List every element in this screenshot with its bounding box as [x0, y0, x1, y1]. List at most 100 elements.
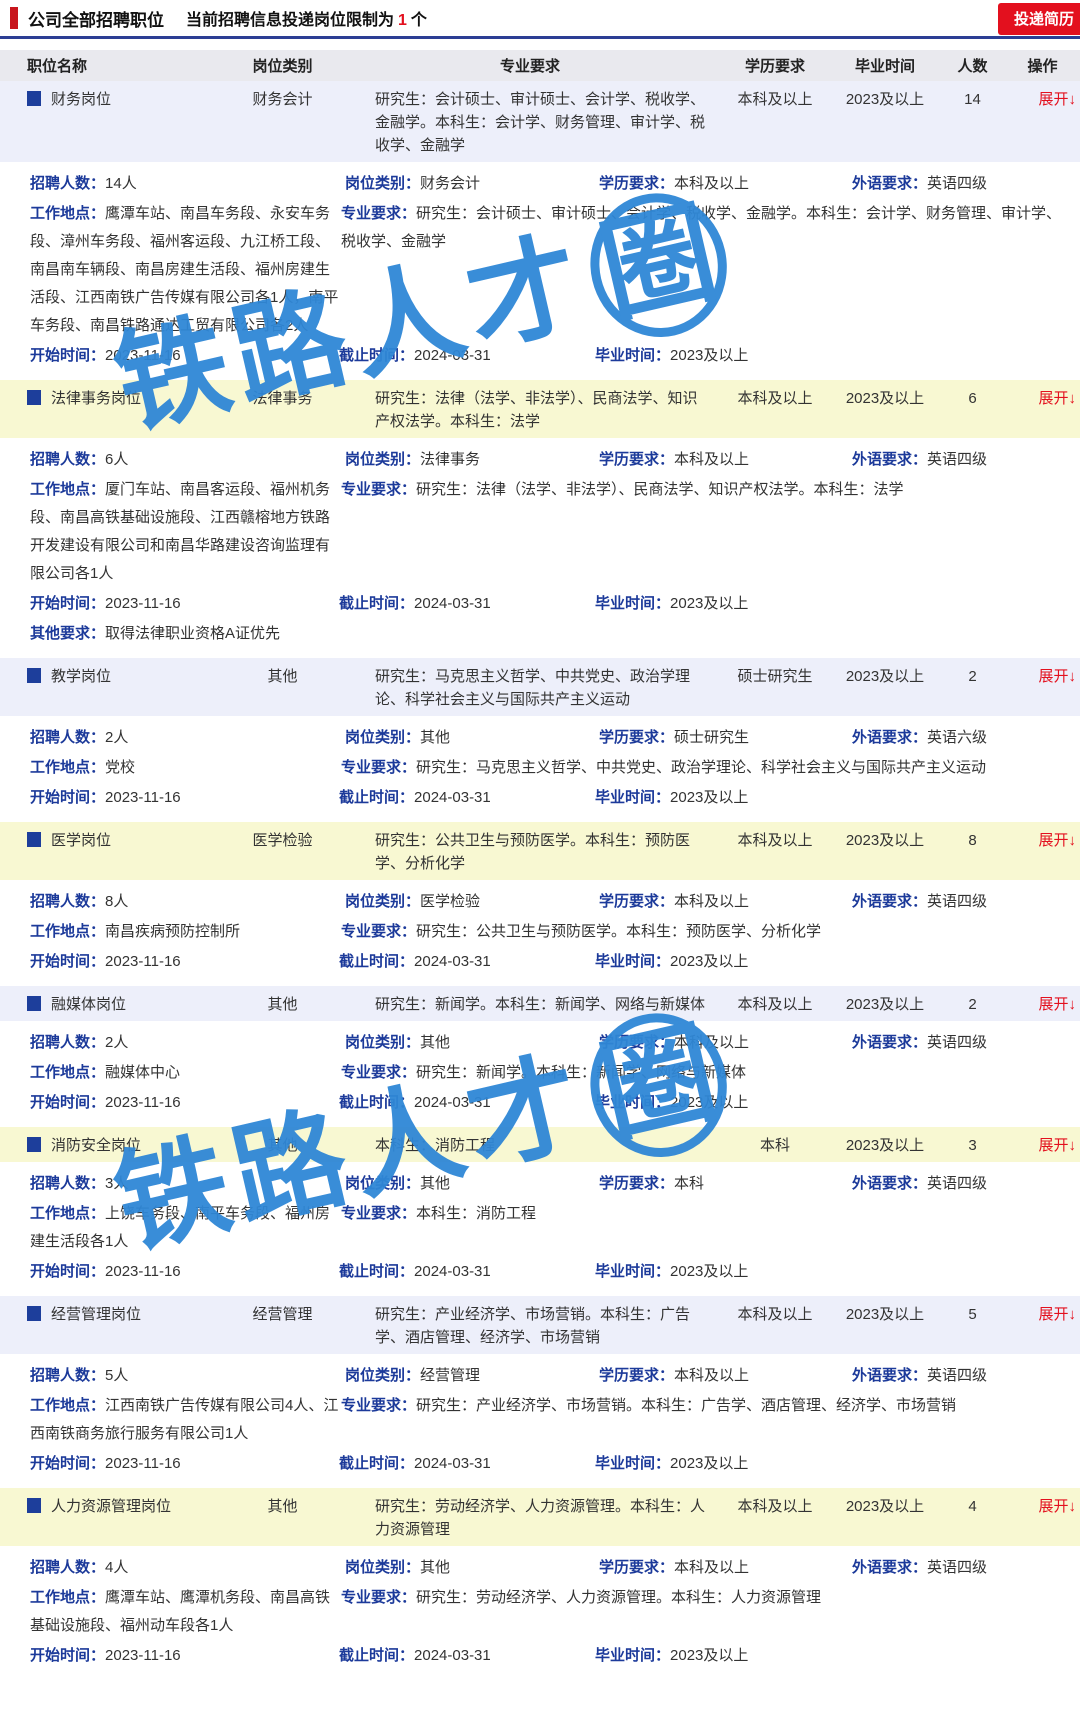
expand-button[interactable]: 展开↓ [1038, 996, 1076, 1013]
job-category: 经营管理 [252, 1306, 313, 1323]
detail-graduation: 毕业时间：2023及以上 [595, 347, 749, 364]
detail-foreign-language: 外语要求：英语四级 [852, 1175, 988, 1192]
detail-line-2: 工作地点：鹰潭车站、鹰潭机务段、南昌高铁基础设施段、福州动车段各1人 专业要求：… [0, 1584, 1080, 1640]
job-bullet-icon [27, 668, 41, 683]
detail-work-location: 工作地点：融媒体中心 [30, 1064, 181, 1081]
detail-foreign-language: 外语要求：英语六级 [852, 729, 988, 746]
detail-major-requirement: 专业要求：研究生：法律（法学、非法学）、民商法学、知识产权法学。本科生：法学 [341, 481, 904, 498]
job-category: 其他 [267, 668, 298, 685]
detail-start-date: 开始时间：2023-11-16 [30, 953, 181, 970]
expand-button[interactable]: 展开↓ [1038, 832, 1076, 849]
detail-start-date: 开始时间：2023-11-16 [30, 1094, 181, 1111]
job-row[interactable]: 消防安全岗位 其他 本科生：消防工程 本科 2023及以上 3 展开↓ [0, 1127, 1080, 1162]
detail-line-3: 开始时间：2023-11-16 截止时间：2024-03-31 毕业时间：202… [0, 1258, 1080, 1286]
detail-line-3: 开始时间：2023-11-16 截止时间：2024-03-31 毕业时间：202… [0, 1642, 1080, 1670]
job-row[interactable]: 人力资源管理岗位 其他 研究生：劳动经济学、人力资源管理。本科生：人力资源管理 … [0, 1488, 1080, 1546]
detail-graduation: 毕业时间：2023及以上 [595, 789, 749, 806]
job-title: 医学岗位 [51, 832, 112, 849]
job-row[interactable]: 财务岗位 财务会计 研究生：会计硕士、审计硕士、会计学、税收学、金融学。本科生：… [0, 81, 1080, 162]
job-graduation: 2023及以上 [845, 1137, 925, 1154]
job-title-cell: 消防安全岗位 [0, 1134, 225, 1157]
detail-start-date: 开始时间：2023-11-16 [30, 1263, 181, 1280]
job-title-cell: 教学岗位 [0, 665, 225, 688]
job-bullet-icon [27, 91, 41, 106]
job-detail: 招聘人数：2人 岗位类别：其他 学历要求：本科及以上 外语要求：英语四级 工作地… [0, 1021, 1080, 1127]
detail-recruit-count: 招聘人数：6人 [30, 451, 129, 468]
submit-resume-button[interactable]: 投递简历 [997, 3, 1080, 35]
detail-category: 岗位类别：其他 [345, 1034, 451, 1051]
expand-button[interactable]: 展开↓ [1038, 1498, 1076, 1515]
subtitle-count: 1 [398, 12, 407, 29]
job-count: 6 [968, 390, 977, 407]
job-category: 其他 [267, 1498, 298, 1515]
expand-button[interactable]: 展开↓ [1038, 390, 1076, 407]
job-count: 5 [968, 1306, 977, 1323]
detail-major-requirement: 专业要求：研究生：公共卫生与预防医学。本科生：预防医学、分析化学 [341, 923, 822, 940]
job-title-cell: 融媒体岗位 [0, 993, 225, 1016]
job-count: 4 [968, 1498, 977, 1515]
job-detail: 招聘人数：8人 岗位类别：医学检验 学历要求：本科及以上 外语要求：英语四级 工… [0, 880, 1080, 986]
detail-start-date: 开始时间：2023-11-16 [30, 595, 181, 612]
job-major-summary: 本科生：消防工程 [375, 1137, 496, 1154]
job-row[interactable]: 融媒体岗位 其他 研究生：新闻学。本科生：新闻学、网络与新媒体 本科及以上 20… [0, 986, 1080, 1021]
detail-line-2: 工作地点：鹰潭车站、南昌车务段、永安车务段、漳州车务段、福州客运段、九江桥工段、… [0, 200, 1080, 340]
detail-category: 岗位类别：法律事务 [345, 451, 481, 468]
job-count: 14 [964, 91, 981, 108]
job-graduation: 2023及以上 [845, 1498, 925, 1515]
job-category: 财务会计 [252, 91, 313, 108]
job-education: 本科及以上 [737, 390, 813, 407]
detail-work-location: 工作地点：南昌疾病预防控制所 [30, 923, 241, 940]
col-header-category: 岗位类别 [252, 58, 313, 75]
detail-category: 岗位类别：经营管理 [345, 1367, 481, 1384]
job-row[interactable]: 经营管理岗位 经营管理 研究生：产业经济学、市场营销。本科生：广告学、酒店管理、… [0, 1296, 1080, 1354]
job-category: 其他 [267, 996, 298, 1013]
job-detail: 招聘人数：14人 岗位类别：财务会计 学历要求：本科及以上 外语要求：英语四级 … [0, 162, 1080, 380]
detail-work-location: 工作地点：鹰潭车站、鹰潭机务段、南昌高铁基础设施段、福州动车段各1人 [30, 1589, 331, 1634]
detail-work-location: 工作地点：鹰潭车站、南昌车务段、永安车务段、漳州车务段、福州客运段、九江桥工段、… [30, 205, 339, 334]
job-title-cell: 经营管理岗位 [0, 1303, 225, 1326]
detail-start-date: 开始时间：2023-11-16 [30, 1647, 181, 1664]
job-major-summary: 研究生：产业经济学、市场营销。本科生：广告学、酒店管理、经济学、市场营销 [375, 1306, 691, 1346]
detail-education: 学历要求：本科及以上 [599, 1034, 750, 1051]
job-row[interactable]: 教学岗位 其他 研究生：马克思主义哲学、中共党史、政治学理论、科学社会主义与国际… [0, 658, 1080, 716]
job-title: 法律事务岗位 [51, 390, 142, 407]
detail-recruit-count: 招聘人数：14人 [30, 175, 137, 192]
job-category: 法律事务 [252, 390, 313, 407]
top-bar: 公司全部招聘职位 当前招聘信息投递岗位限制为 1 个 投递简历 [0, 0, 1080, 36]
detail-work-location: 工作地点：江西南铁广告传媒有限公司4人、江西南铁商务旅行服务有限公司1人 [30, 1397, 339, 1442]
job-row[interactable]: 法律事务岗位 法律事务 研究生：法律（法学、非法学）、民商法学、知识产权法学。本… [0, 380, 1080, 438]
detail-line-1: 招聘人数：3人 岗位类别：其他 学历要求：本科 外语要求：英语四级 [0, 1170, 1080, 1198]
page-title: 公司全部招聘职位 [28, 10, 164, 30]
job-title: 经营管理岗位 [51, 1306, 142, 1323]
detail-line-3: 开始时间：2023-11-16 截止时间：2024-03-31 毕业时间：202… [0, 1450, 1080, 1478]
expand-button[interactable]: 展开↓ [1038, 91, 1076, 108]
detail-foreign-language: 外语要求：英语四级 [852, 451, 988, 468]
expand-button[interactable]: 展开↓ [1038, 1137, 1076, 1154]
detail-end-date: 截止时间：2024-03-31 [339, 595, 491, 612]
detail-end-date: 截止时间：2024-03-31 [339, 347, 491, 364]
header-divider [0, 36, 1080, 39]
expand-button[interactable]: 展开↓ [1038, 668, 1076, 685]
detail-work-location: 工作地点：党校 [30, 759, 136, 776]
detail-line-1: 招聘人数：8人 岗位类别：医学检验 学历要求：本科及以上 外语要求：英语四级 [0, 888, 1080, 916]
job-bullet-icon [27, 1137, 41, 1152]
detail-foreign-language: 外语要求：英语四级 [852, 893, 988, 910]
detail-end-date: 截止时间：2024-03-31 [339, 953, 491, 970]
detail-line-2: 工作地点：上饶车务段、南平车务段、福州房建生活段各1人 专业要求：本科生：消防工… [0, 1200, 1080, 1256]
subtitle-prefix: 当前招聘信息投递岗位限制为 [186, 12, 395, 29]
job-title: 消防安全岗位 [51, 1137, 142, 1154]
job-row[interactable]: 医学岗位 医学检验 研究生：公共卫生与预防医学。本科生：预防医学、分析化学 本科… [0, 822, 1080, 880]
job-title-cell: 人力资源管理岗位 [0, 1495, 225, 1518]
detail-other-requirement: 其他要求：取得法律职业资格A证优先 [30, 625, 281, 642]
expand-button[interactable]: 展开↓ [1038, 1306, 1076, 1323]
red-accent-bar [10, 7, 18, 29]
detail-education: 学历要求：本科及以上 [599, 1367, 750, 1384]
detail-line-1: 招聘人数：5人 岗位类别：经营管理 学历要求：本科及以上 外语要求：英语四级 [0, 1362, 1080, 1390]
detail-end-date: 截止时间：2024-03-31 [339, 1647, 491, 1664]
detail-line-1: 招聘人数：2人 岗位类别：其他 学历要求：本科及以上 外语要求：英语四级 [0, 1029, 1080, 1057]
detail-education: 学历要求：硕士研究生 [599, 729, 750, 746]
detail-major-requirement: 专业要求：研究生：劳动经济学、人力资源管理。本科生：人力资源管理 [341, 1589, 822, 1606]
detail-graduation: 毕业时间：2023及以上 [595, 1455, 749, 1472]
job-bullet-icon [27, 1306, 41, 1321]
job-education: 本科及以上 [737, 91, 813, 108]
